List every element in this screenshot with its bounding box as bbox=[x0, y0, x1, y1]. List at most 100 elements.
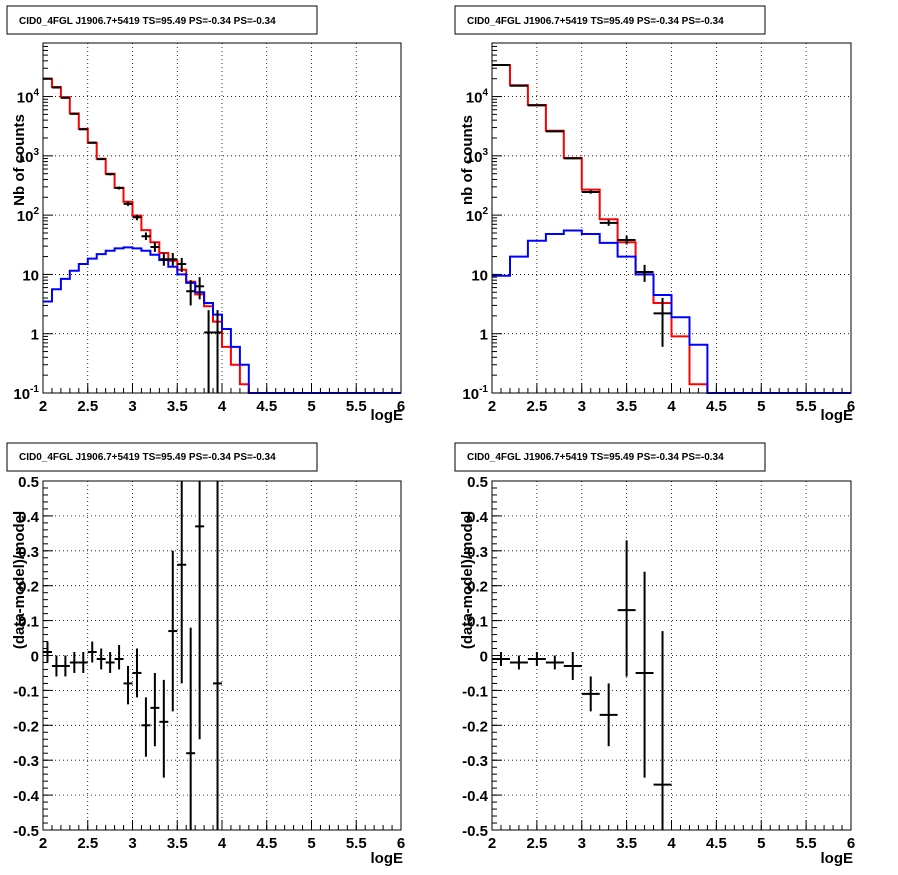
x-tick-label: 5 bbox=[757, 835, 765, 852]
y-tick-label: 0.2 bbox=[18, 579, 39, 596]
x-tick-label: 2.5 bbox=[526, 835, 547, 852]
x-tick-label: 3 bbox=[578, 835, 586, 852]
y-tick-label: 102 bbox=[466, 206, 489, 225]
title-box bbox=[6, 442, 318, 472]
y-tick-label: -0.2 bbox=[13, 718, 39, 735]
y-tick-label: 10 bbox=[471, 267, 488, 284]
histogram-line bbox=[492, 229, 851, 394]
x-tick-labels: 2 2.5 3 3.5 4 4.5 5 5.5 6 bbox=[488, 835, 855, 852]
data-points bbox=[492, 64, 672, 347]
y-tick-label: 103 bbox=[466, 147, 489, 166]
data-point bbox=[114, 645, 124, 670]
data-point bbox=[177, 481, 187, 684]
data-point bbox=[545, 130, 564, 133]
y-tick-label: 10-1 bbox=[462, 384, 488, 403]
x-tick-label: 6 bbox=[847, 398, 855, 415]
title-box bbox=[6, 5, 318, 35]
x-tick-label: 3 bbox=[128, 835, 136, 852]
x-tick-label: 2.5 bbox=[526, 398, 547, 415]
panel-residuals-left: CID0_4FGL J1906.7+5419 TS=95.49 PS=-0.34… bbox=[6, 442, 405, 867]
data-point bbox=[105, 173, 115, 176]
grid bbox=[492, 481, 851, 830]
y-tick-label: -0.3 bbox=[462, 753, 488, 770]
data-point bbox=[204, 310, 214, 393]
data-point bbox=[186, 280, 196, 306]
data-point bbox=[635, 571, 654, 778]
y-tick-label: 104 bbox=[17, 88, 40, 107]
data-point bbox=[69, 652, 79, 673]
data-point bbox=[195, 277, 205, 300]
x-tick-label: 2.5 bbox=[77, 398, 98, 415]
x-tick-label: 3.5 bbox=[167, 835, 188, 852]
data-point bbox=[87, 141, 97, 144]
data-point bbox=[527, 652, 546, 666]
x-tick-label: 4.5 bbox=[256, 398, 277, 415]
data-point bbox=[78, 128, 88, 131]
data-points bbox=[492, 540, 672, 830]
data-point bbox=[177, 257, 187, 272]
x-tick-label: 5 bbox=[757, 398, 765, 415]
data-point bbox=[105, 652, 115, 673]
x-tick-label: 4 bbox=[218, 835, 227, 852]
y-axis-label: Nb of counts bbox=[11, 114, 28, 206]
data-point bbox=[581, 676, 600, 712]
x-tick-label: 4.5 bbox=[706, 835, 727, 852]
y-tick-label: 0 bbox=[31, 649, 39, 666]
data-point bbox=[653, 631, 672, 830]
data-point bbox=[51, 86, 61, 89]
x-tick-labels: 2 2.5 3 3.5 4 4.5 5 5.5 6 bbox=[39, 398, 405, 415]
x-tick-label: 4.5 bbox=[256, 835, 277, 852]
data-point bbox=[213, 310, 222, 393]
data-point bbox=[545, 655, 564, 670]
data-points bbox=[43, 77, 222, 393]
data-point bbox=[141, 697, 151, 757]
x-tick-label: 5 bbox=[307, 398, 315, 415]
x-tick-label: 2 bbox=[39, 398, 47, 415]
x-tick-label: 2 bbox=[39, 835, 47, 852]
y-axis-label: (data-model)/model bbox=[459, 511, 476, 649]
data-point bbox=[599, 219, 618, 226]
data-point bbox=[168, 550, 178, 712]
x-tick-label: 3.5 bbox=[616, 835, 637, 852]
y-tick-label: 0.4 bbox=[18, 509, 40, 526]
x-axis-label: logE bbox=[371, 407, 404, 424]
y-tick-label: 0 bbox=[480, 649, 488, 666]
axis-ticks bbox=[491, 42, 852, 394]
axis-ticks bbox=[491, 480, 852, 831]
panel-residuals-right: CID0_4FGL J1906.7+5419 TS=95.49 PS=-0.34… bbox=[454, 442, 855, 867]
data-point bbox=[132, 214, 142, 221]
data-point bbox=[617, 235, 636, 245]
data-point bbox=[150, 242, 160, 252]
y-tick-label: 0.3 bbox=[467, 544, 488, 561]
data-point bbox=[96, 648, 106, 670]
data-point bbox=[599, 683, 618, 747]
y-tick-label: -0.2 bbox=[462, 718, 488, 735]
x-tick-label: 2.5 bbox=[77, 835, 98, 852]
x-tick-label: 5.5 bbox=[796, 398, 817, 415]
data-point bbox=[123, 665, 133, 705]
data-point bbox=[141, 232, 151, 241]
data-point bbox=[509, 84, 528, 87]
grid bbox=[492, 43, 851, 393]
x-tick-label: 6 bbox=[397, 398, 405, 415]
data-point bbox=[43, 641, 52, 663]
title-box bbox=[454, 442, 766, 472]
data-point bbox=[509, 655, 528, 670]
y-tick-label: -0.5 bbox=[462, 823, 488, 840]
panel-counts-right: CID0_4FGL J1906.7+5419 TS=95.49 PS=-0.34… bbox=[454, 5, 855, 424]
x-tick-labels: 2 2.5 3 3.5 4 4.5 5 5.5 6 bbox=[39, 835, 405, 852]
data-points bbox=[43, 481, 222, 830]
axis-ticks bbox=[42, 42, 402, 394]
y-tick-label: 10-1 bbox=[13, 384, 39, 403]
data-point bbox=[563, 652, 582, 680]
data-point bbox=[159, 679, 169, 778]
x-tick-label: 4 bbox=[218, 398, 227, 415]
y-tick-label: 10 bbox=[22, 267, 39, 284]
y-tick-label: 104 bbox=[466, 88, 489, 107]
data-point bbox=[168, 252, 178, 266]
grid bbox=[43, 481, 401, 830]
data-point bbox=[78, 652, 88, 673]
data-point bbox=[563, 157, 582, 160]
y-tick-labels: -0.5 -0.4 -0.3 -0.2 -0.1 0 0.1 0.2 0.3 0.4 0.5 bbox=[462, 474, 489, 840]
data-point bbox=[635, 264, 654, 282]
